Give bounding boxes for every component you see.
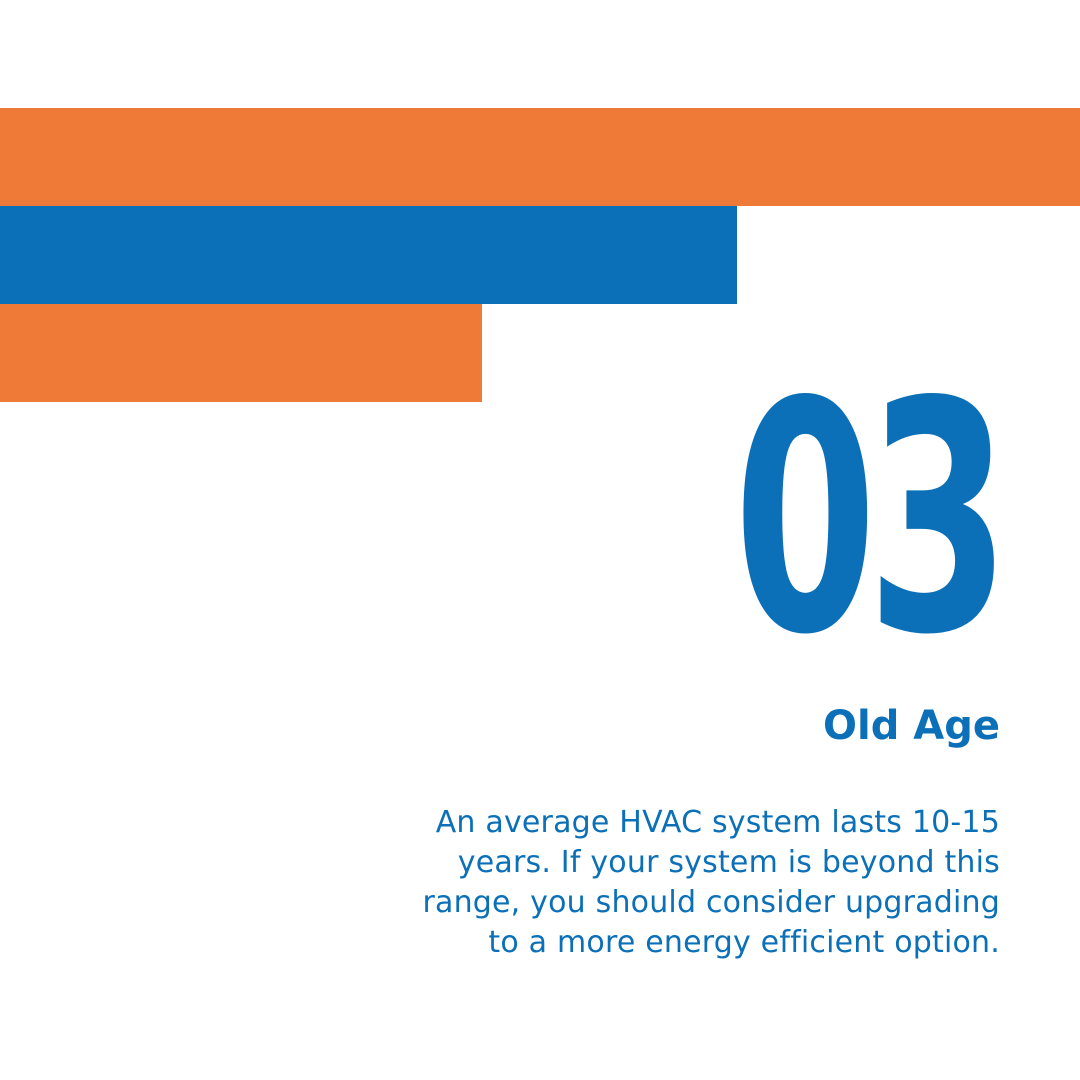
body-line: to a more energy efficient option. [488, 925, 1000, 960]
body-paragraph: An average HVAC system lasts 10-15 years… [360, 803, 1000, 963]
decorative-bar-bottom [0, 304, 482, 402]
body-line: years. If your system is beyond this [457, 845, 1000, 880]
step-number: 03 [733, 334, 1011, 704]
body-line: An average HVAC system lasts 10-15 [435, 805, 1000, 840]
section-title: Old Age [823, 703, 1000, 749]
decorative-bar-top [0, 108, 1080, 206]
decorative-bar-middle [0, 206, 737, 304]
body-line: range, you should consider upgrading [422, 885, 1000, 920]
